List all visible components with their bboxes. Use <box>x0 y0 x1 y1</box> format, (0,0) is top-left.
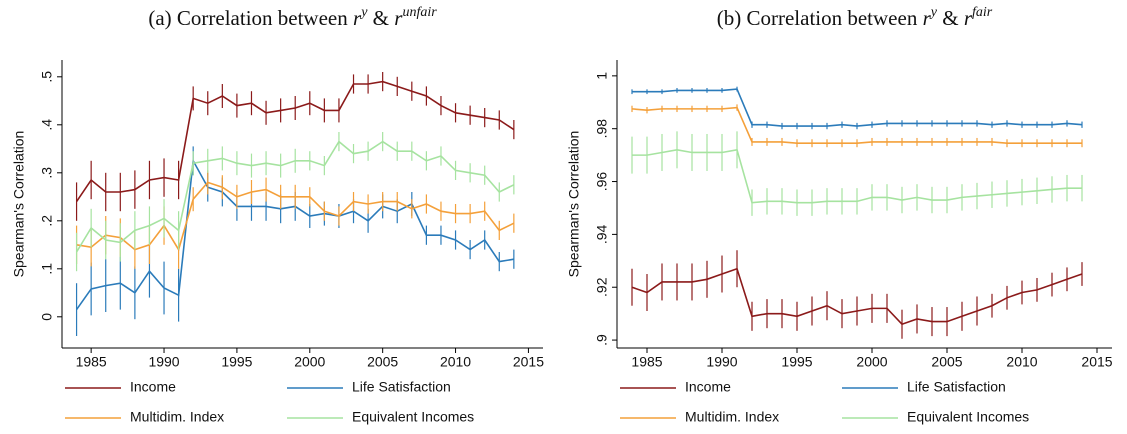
panel: (b) Correlation between ry & rfair.9.92.… <box>566 5 1113 425</box>
title-part: r <box>964 6 973 30</box>
legend-label: Equivalent Incomes <box>352 409 474 425</box>
legend-label: Multidim. Index <box>685 409 779 425</box>
series <box>631 250 1083 339</box>
line <box>631 267 1083 326</box>
legend-label: Multidim. Index <box>130 409 224 425</box>
y-tick-label: .98 <box>594 119 610 139</box>
x-tick-label: 2010 <box>440 354 471 370</box>
y-tick-label: .5 <box>39 71 55 83</box>
legend-label: Income <box>130 379 176 395</box>
y-tick-label: 1 <box>594 72 610 80</box>
title-part: y <box>929 5 938 20</box>
y-tick-label: .4 <box>39 119 55 131</box>
x-tick-label: 2015 <box>513 354 544 370</box>
series <box>75 72 515 221</box>
x-tick-label: 1985 <box>631 354 662 370</box>
legend-label: Income <box>685 379 731 395</box>
series <box>631 86 1083 130</box>
y-tick-label: .9 <box>594 334 610 346</box>
series <box>75 146 515 336</box>
x-tick-label: 2010 <box>1006 354 1037 370</box>
legend-label: Equivalent Incomes <box>907 409 1029 425</box>
y-axis-label: Spearman's Correlation <box>11 131 27 278</box>
y-tick-label: .94 <box>594 224 610 244</box>
series <box>631 131 1083 216</box>
x-tick-label: 1990 <box>148 354 179 370</box>
series <box>631 104 1083 148</box>
title-part: & <box>367 6 394 30</box>
series <box>75 132 515 272</box>
x-tick-label: 2005 <box>931 354 962 370</box>
chart-title: (b) Correlation between ry & rfair <box>717 5 993 30</box>
title-part: y <box>359 5 368 20</box>
x-tick-label: 1985 <box>76 354 107 370</box>
legend-label: Life Satisfaction <box>907 379 1006 395</box>
line <box>631 106 1082 145</box>
x-tick-label: 1995 <box>781 354 812 370</box>
line <box>75 140 515 253</box>
panel: (a) Correlation between ry & runfair0.1.… <box>11 5 545 425</box>
title-part: r <box>353 6 362 30</box>
y-tick-label: 0 <box>39 313 55 321</box>
line <box>75 158 514 311</box>
title-part: unfair <box>402 5 437 20</box>
y-tick-label: .3 <box>39 167 55 179</box>
x-tick-label: 1990 <box>706 354 737 370</box>
x-tick-label: 2015 <box>1081 354 1112 370</box>
title-part: & <box>937 6 964 30</box>
legend-label: Life Satisfaction <box>352 379 451 395</box>
y-tick-label: .92 <box>594 277 610 297</box>
y-tick-label: .96 <box>594 172 610 192</box>
x-tick-label: 1995 <box>221 354 252 370</box>
title-part: (a) Correlation between <box>148 6 353 30</box>
title-part: (b) Correlation between <box>717 6 923 30</box>
y-tick-label: .1 <box>39 263 55 275</box>
y-tick-label: .2 <box>39 215 55 227</box>
x-tick-label: 2000 <box>294 354 325 370</box>
line <box>75 80 515 203</box>
line <box>632 88 1083 127</box>
title-part: r <box>394 6 403 30</box>
title-part: r <box>923 6 932 30</box>
y-axis-label: Spearman's Correlation <box>566 131 582 278</box>
line <box>632 148 1082 204</box>
x-tick-label: 2005 <box>367 354 398 370</box>
x-tick-label: 2000 <box>856 354 887 370</box>
title-part: fair <box>972 5 993 20</box>
chart-title: (a) Correlation between ry & runfair <box>148 5 437 30</box>
